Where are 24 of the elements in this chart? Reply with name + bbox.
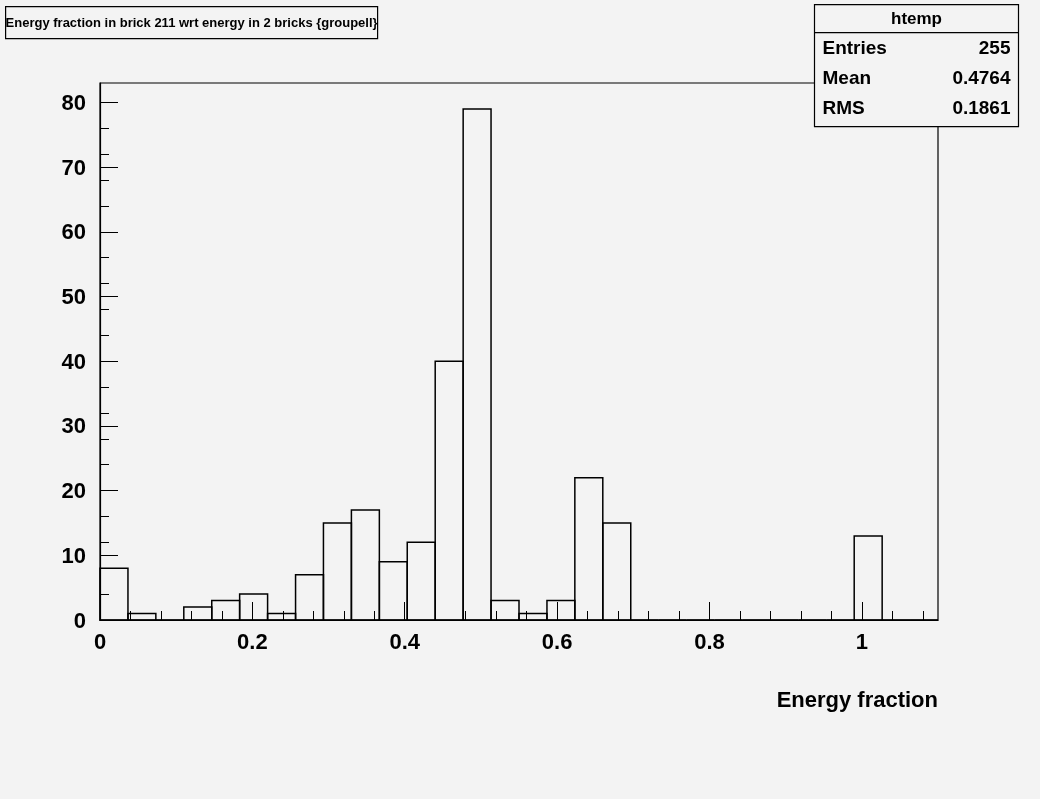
- y-tick-label: 40: [61, 348, 86, 374]
- x-tick-label: 0.8: [694, 628, 725, 654]
- chart-title: Energy fraction in brick 211 wrt energy in 2 bricks {groupell}: [5, 15, 378, 31]
- y-tick-label: 20: [61, 478, 86, 504]
- y-tick-label: 10: [61, 542, 86, 568]
- annotation: RMS: [822, 97, 865, 119]
- x-tick-label: 0.2: [237, 628, 268, 654]
- x-axis-title: Energy fraction: [776, 686, 939, 712]
- y-tick-label: 70: [61, 154, 86, 180]
- x-tick-label: 0.4: [389, 628, 421, 654]
- y-tick-label: 50: [61, 284, 86, 310]
- text: htemp: [891, 9, 942, 29]
- x-tick-label: 0.6: [541, 628, 573, 654]
- y-tick-label: 0: [73, 607, 86, 633]
- text: 0.1861: [952, 97, 1011, 119]
- text: Entries: [822, 37, 887, 59]
- y-tick-label: 80: [61, 89, 86, 115]
- y-tick-label: 30: [61, 413, 86, 439]
- x-tick-label: 0: [93, 628, 107, 654]
- x-tick-label: 1: [855, 628, 868, 654]
- text: 255: [978, 37, 1011, 59]
- text: 0.4764: [952, 67, 1011, 89]
- annotation: Mean: [822, 67, 872, 89]
- y-tick-label: 60: [61, 219, 86, 245]
